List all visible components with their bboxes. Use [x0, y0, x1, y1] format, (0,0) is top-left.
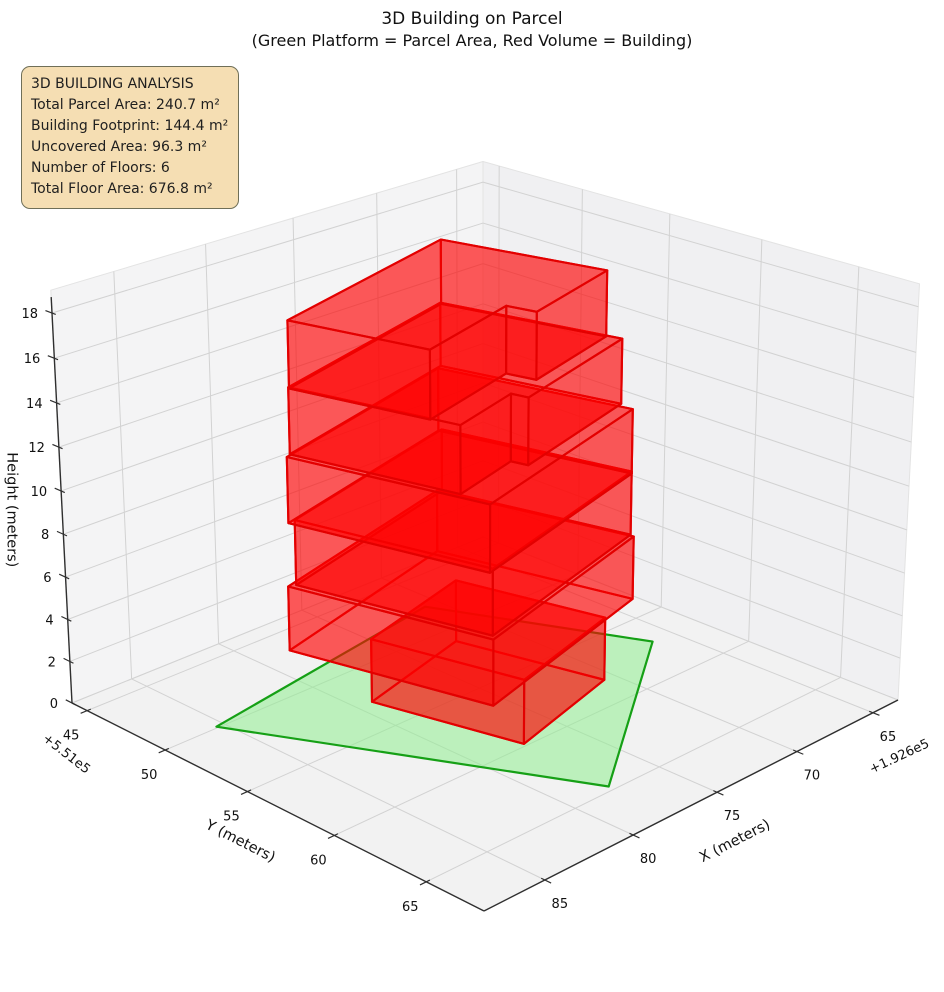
- parcel-polygon: [215, 605, 654, 788]
- grid-line-y-wall: [748, 239, 763, 642]
- z-tick-label: 12: [28, 441, 45, 456]
- grid-line-y-wall: [497, 166, 500, 544]
- analysis-box-line: Uncovered Area: 96.3 m²: [31, 139, 207, 155]
- x-tick-label: 80: [640, 852, 657, 867]
- figure-title: 3D Building on Parcel (Green Platform = …: [0, 8, 944, 51]
- z-tick-label: 0: [50, 697, 58, 712]
- axes-spines: [45, 297, 899, 912]
- x-tick-mark: [792, 749, 804, 755]
- grid-line-z-right-wall: [482, 498, 901, 659]
- grid-line-x-floor: [131, 678, 546, 881]
- grid-line-z-right-wall: [482, 460, 903, 617]
- x-axis-offset-text: +1.926e5: [867, 736, 932, 777]
- grid-line-y-wall: [840, 266, 860, 678]
- y-tick-label: 45: [63, 729, 80, 744]
- z-tick-mark: [63, 657, 74, 664]
- z-tick-mark: [45, 309, 56, 315]
- grid-line-y-floor: [86, 542, 499, 712]
- x-tick-mark: [629, 832, 640, 839]
- grid-line-x-wall: [456, 169, 459, 548]
- grid-line-z-right-wall: [482, 382, 907, 531]
- building-floor-5-face: [459, 392, 513, 496]
- z-tick-label: 18: [21, 307, 38, 322]
- grid-line-z-right-wall: [482, 263, 914, 398]
- z-tick-label: 4: [45, 613, 53, 628]
- grid-line-z-left-wall: [71, 536, 484, 704]
- z-tick-mark: [65, 699, 76, 706]
- parcel-surface: [215, 605, 654, 788]
- grid-line-z-right-wall: [482, 536, 899, 701]
- z-axis-label: Height (meters): [4, 452, 20, 567]
- building-floor-2-face: [287, 585, 495, 707]
- grid-line-z-right-wall: [482, 181, 919, 308]
- grid-line-x-wall: [292, 218, 303, 611]
- building-floor-5-face: [509, 392, 530, 467]
- grid-line-y-floor: [426, 676, 841, 883]
- grid-line-x-floor: [457, 546, 874, 714]
- grid-line-z-left-wall: [69, 498, 484, 662]
- grid-line-z-left-wall: [58, 303, 484, 448]
- grid-line-x-wall: [205, 244, 220, 644]
- z-tick-mark: [54, 487, 66, 494]
- z-tick-label: 16: [24, 352, 41, 367]
- analysis-box-title: 3D BUILDING ANALYSIS: [31, 76, 194, 92]
- plot-title: 3D Building on Parcel: [381, 9, 563, 29]
- z-tick-mark: [49, 399, 61, 405]
- grid-line-z-left-wall: [56, 263, 484, 404]
- z-tick-label: 10: [31, 485, 48, 500]
- building-floor-6-face: [505, 304, 538, 381]
- z-tick-mark: [61, 615, 72, 622]
- plot-subtitle: (Green Platform = Parcel Area, Red Volum…: [251, 31, 693, 50]
- grid-line-x-wall: [113, 271, 133, 679]
- grid-line-y-wall: [660, 213, 671, 607]
- y-axis-label: Y (meters): [202, 817, 278, 866]
- x-tick-mark: [869, 710, 880, 716]
- y-tick-mark: [158, 747, 170, 754]
- analysis-info-box: 3D BUILDING ANALYSIS Total Parcel Area: 2…: [21, 66, 239, 209]
- y-tick-label: 60: [310, 853, 327, 868]
- analysis-box-line: Number of Floors: 6: [31, 160, 170, 176]
- grid-line-z-right-wall: [482, 222, 917, 353]
- building-volume: [285, 238, 635, 745]
- x-tick-label: 65: [880, 730, 897, 745]
- z-tick-mark: [47, 355, 59, 361]
- grid-line-z-left-wall: [54, 222, 484, 359]
- x-axis-line: [483, 699, 899, 912]
- z-tick-mark: [56, 530, 68, 537]
- y-tick-mark: [240, 789, 252, 795]
- z-tick-label: 8: [41, 528, 49, 543]
- grid-line-z-left-wall: [60, 343, 484, 492]
- x-tick-label: 70: [804, 769, 821, 784]
- z-tick-mark: [52, 443, 63, 450]
- building-floor-6-face: [286, 319, 432, 421]
- y-axis-line: [71, 702, 485, 912]
- y-tick-label: 55: [223, 810, 240, 825]
- building-floor-4-face: [285, 455, 492, 574]
- grid-line-z-left-wall: [63, 382, 484, 535]
- x-tick-label: 75: [724, 809, 741, 824]
- x-tick-label: 85: [552, 897, 569, 912]
- z-axis-line: [50, 297, 73, 704]
- x-tick-mark: [540, 877, 552, 884]
- analysis-box-line: Building Footprint: 144.4 m²: [31, 118, 229, 134]
- grid-line-z-right-wall: [482, 343, 910, 487]
- y-tick-mark: [419, 879, 431, 886]
- z-tick-label: 14: [26, 397, 43, 412]
- grid-line-z-left-wall: [51, 181, 484, 314]
- grid-line-x-wall: [376, 193, 382, 579]
- analysis-box-line: Total Parcel Area: 240.7 m²: [31, 97, 220, 113]
- y-tick-mark: [80, 708, 92, 714]
- z-tick-label: 6: [43, 571, 51, 586]
- y-tick-label: 50: [141, 768, 158, 783]
- z-tick-mark: [58, 573, 70, 580]
- x-tick-mark: [713, 790, 724, 796]
- y-tick-label: 65: [402, 900, 419, 915]
- z-tick-label: 2: [48, 655, 56, 670]
- building-floor-1-face: [370, 638, 526, 745]
- y-tick-mark: [327, 833, 339, 839]
- grid-line-z-right-wall: [482, 421, 905, 574]
- analysis-box-line: Total Floor Area: 676.8 m²: [31, 181, 213, 197]
